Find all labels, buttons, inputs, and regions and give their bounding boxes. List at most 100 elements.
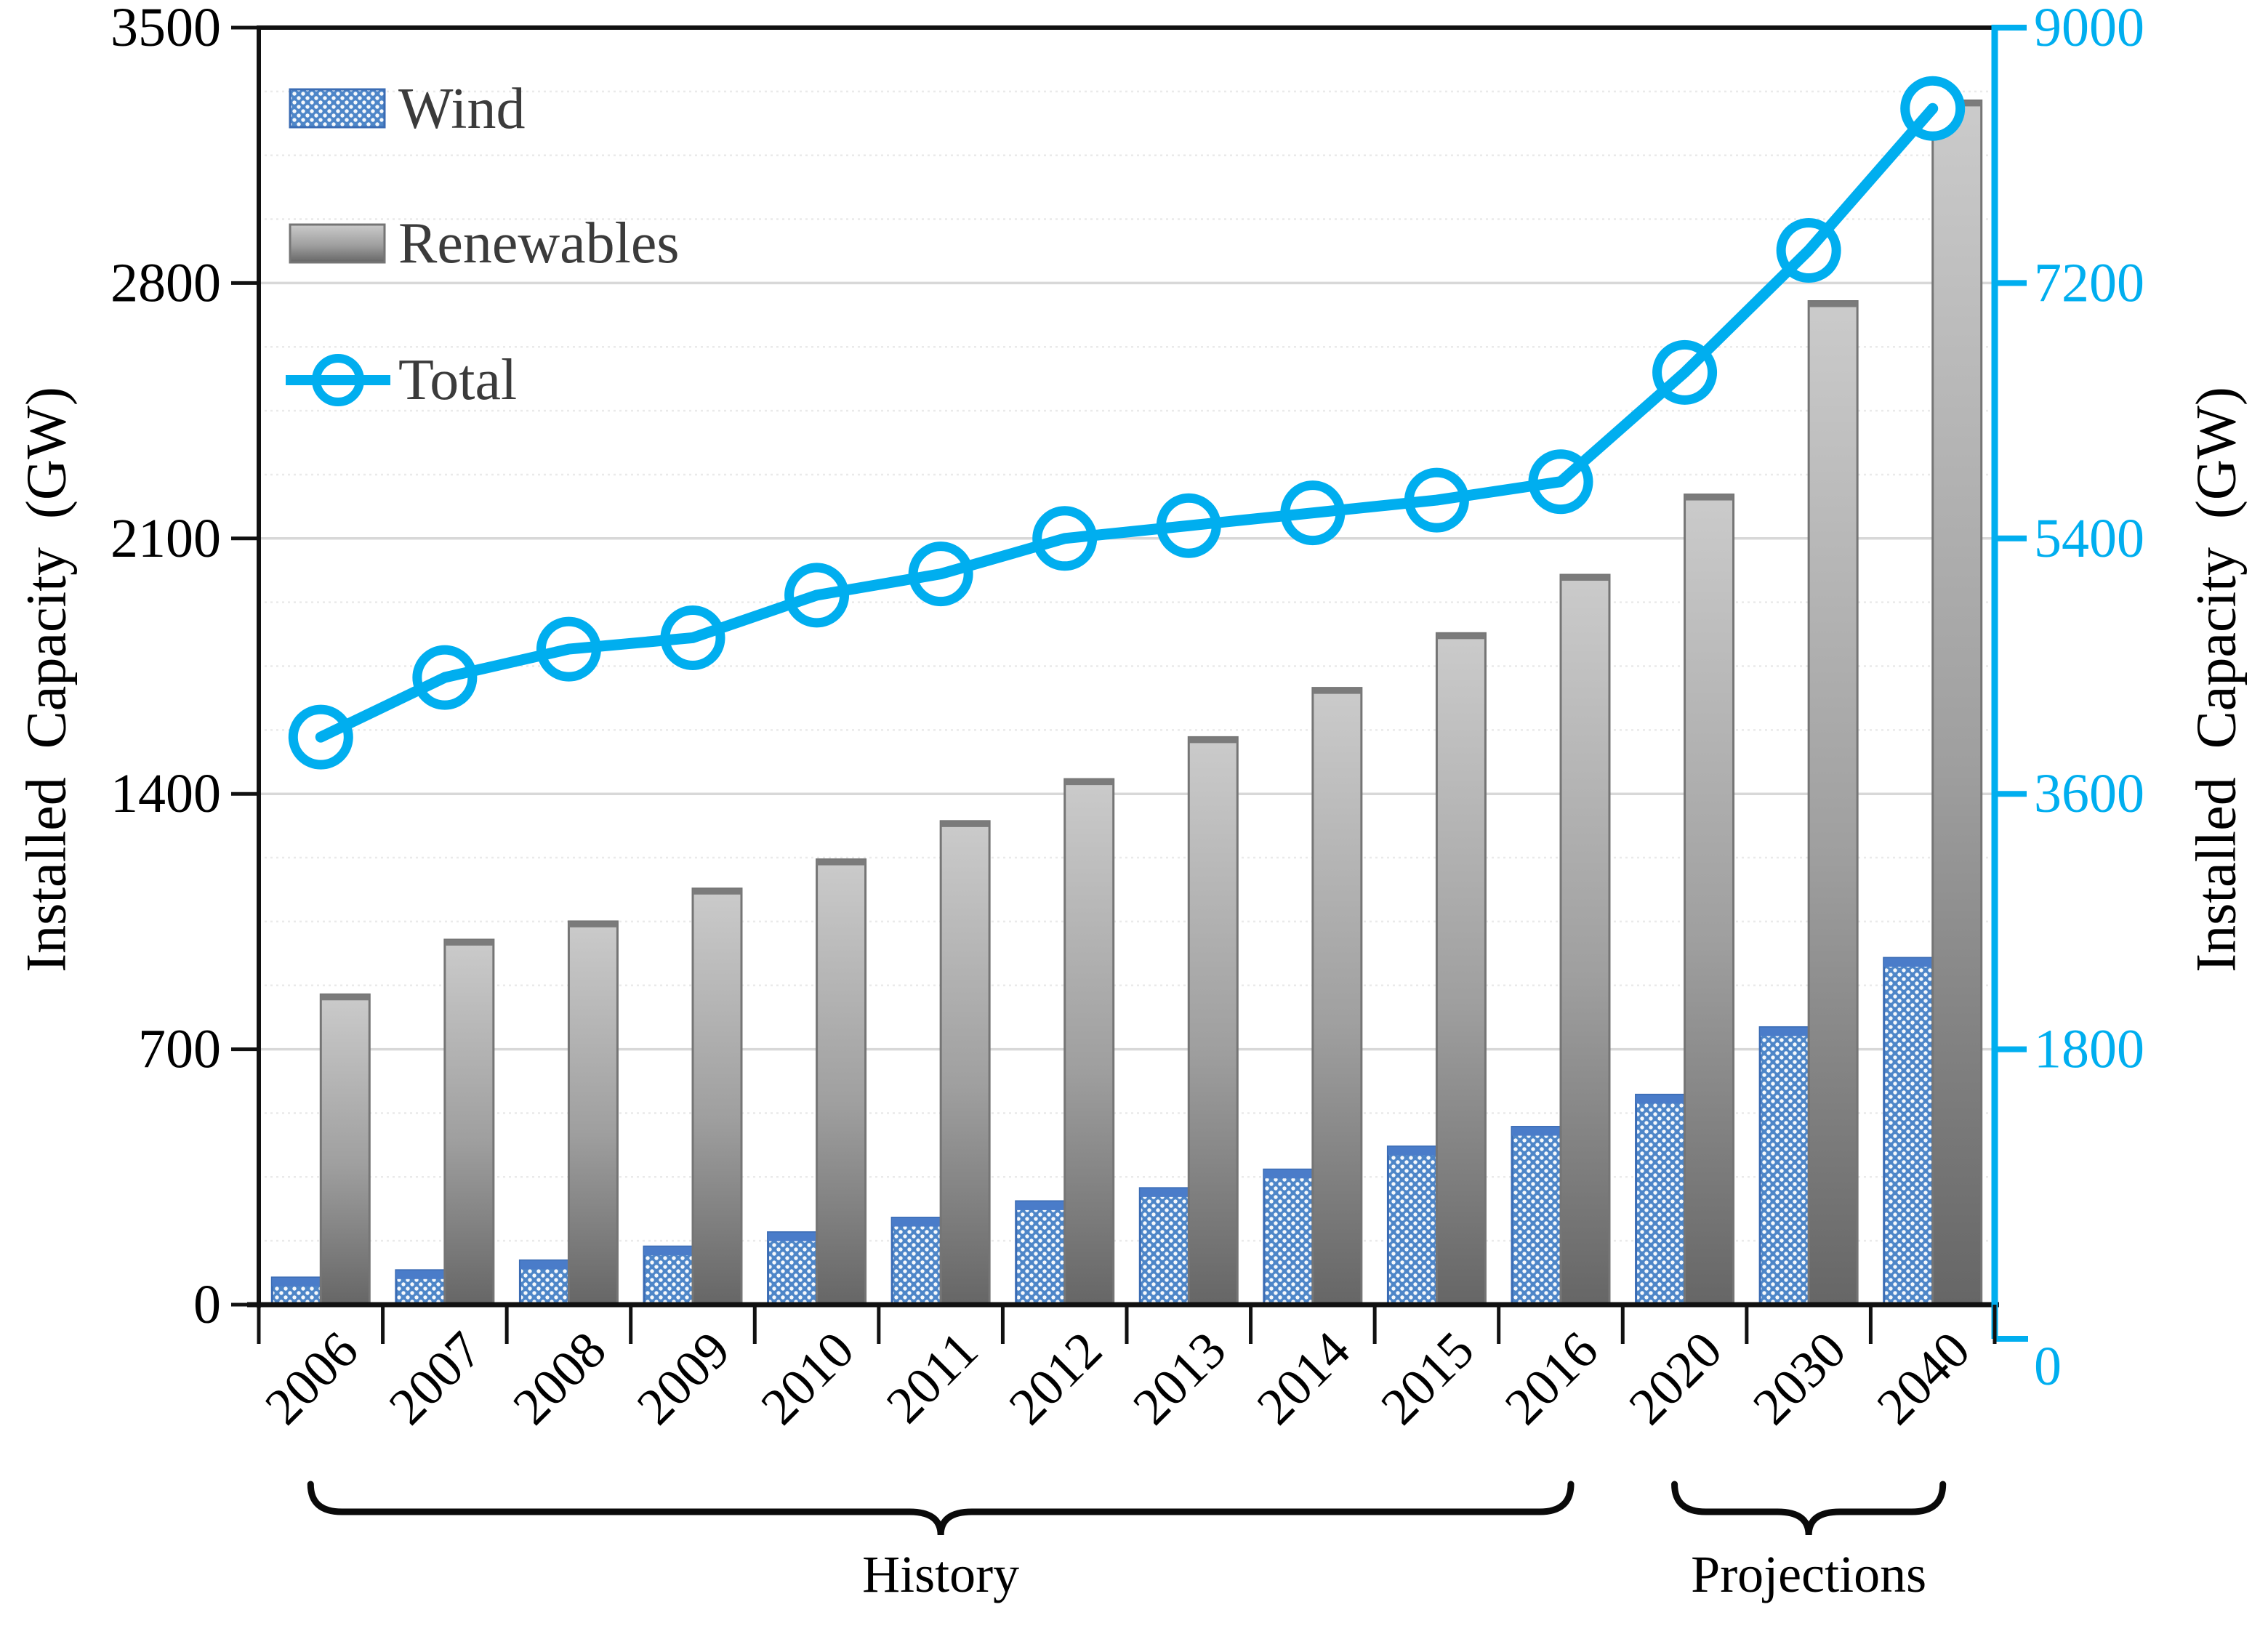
x-label-2006: 2006 [254,1321,369,1435]
bar-wind-cap-2040 [1883,958,1933,967]
x-label-2011: 2011 [875,1321,989,1435]
left-axis-title: Installed Capacity (GW) [15,387,78,972]
bar-wind-2040 [1883,957,1934,1306]
bar-renewables-2011 [939,820,991,1306]
bar-wind-2030 [1758,1026,1810,1306]
bar-wind-cap-2012 [1016,1201,1065,1210]
bar-renewables-2010 [816,858,867,1306]
bar-wind-2012 [1015,1200,1066,1306]
x-label-2013: 2013 [1122,1321,1236,1435]
bar-renewables-2013 [1187,736,1239,1306]
x-label-2007: 2007 [378,1321,493,1435]
legend-label-renewables: Renewables [398,212,680,275]
x-label-2009: 2009 [626,1321,741,1435]
total-marker-2008 [536,616,601,682]
total-marker-2012 [1032,506,1098,571]
total-marker-2020 [1652,339,1718,405]
bar-renewables-2020 [1684,494,1735,1306]
bar-renewables-cap-2010 [816,859,866,866]
total-marker-2030 [1776,217,1841,283]
bar-renewables-cap-2006 [321,994,370,1001]
bar-wind-2013 [1138,1187,1190,1306]
bar-renewables-cap-2030 [1809,301,1858,307]
left-tick-label: 2800 [110,252,221,313]
bar-wind-2011 [890,1217,942,1306]
bar-renewables-2012 [1063,778,1115,1306]
total-marker-2013 [1156,493,1221,558]
x-label-2030: 2030 [1742,1321,1857,1435]
bar-renewables-2007 [443,938,495,1306]
legend-marker-total [312,354,364,406]
annotation-label-projections: Projections [1691,1545,1926,1603]
bar-wind-cap-2011 [892,1217,941,1227]
left-tick-label: 0 [193,1274,221,1335]
right-tick-label: 3600 [2034,763,2144,824]
x-label-2016: 2016 [1494,1321,1609,1435]
total-marker-2014 [1280,480,1346,546]
x-label-2008: 2008 [502,1321,616,1435]
left-tick-label: 3500 [110,0,221,58]
x-label-2015: 2015 [1370,1321,1484,1435]
brace-history [307,1481,1575,1536]
left-tick-label: 700 [138,1019,221,1080]
bar-renewables-cap-2016 [1561,575,1609,581]
right-tick-label: 1800 [2034,1019,2144,1080]
bar-renewables-2015 [1435,632,1487,1306]
bar-renewables-cap-2008 [568,921,618,927]
total-marker-2010 [784,563,850,628]
bar-wind-2015 [1386,1145,1438,1306]
bar-renewables-cap-2014 [1312,688,1362,694]
total-marker-2016 [1528,449,1593,515]
brace-projections [1671,1481,1947,1536]
bar-wind-2016 [1511,1126,1562,1306]
total-marker-2040 [1900,76,1966,141]
bar-renewables-2009 [691,887,743,1306]
bar-wind-cap-2010 [768,1232,817,1241]
right-tick-label: 5400 [2034,508,2144,569]
bar-renewables-cap-2020 [1684,494,1734,501]
bar-wind-2014 [1263,1168,1314,1306]
total-marker-2006 [288,704,353,770]
legend-label-total: Total [398,348,517,412]
total-marker-2009 [660,605,725,670]
legend-swatch-renewables [289,223,386,264]
bar-renewables-cap-2009 [693,888,741,895]
bar-renewables-cap-2013 [1189,737,1238,744]
bar-renewables-2016 [1559,573,1611,1306]
bar-renewables-2030 [1807,300,1859,1306]
bar-wind-cap-2015 [1388,1146,1437,1156]
total-marker-2007 [412,645,478,710]
bar-renewables-2006 [319,993,371,1306]
x-label-2014: 2014 [1246,1321,1361,1435]
bar-wind-cap-2016 [1512,1127,1561,1136]
bar-wind-cap-2006 [272,1277,321,1286]
right-tick-label: 7200 [2034,252,2144,313]
x-label-2040: 2040 [1866,1321,1981,1435]
bar-wind-cap-2020 [1636,1095,1685,1104]
bar-wind-cap-2007 [395,1270,445,1279]
bar-renewables-2040 [1931,99,1983,1306]
total-marker-2015 [1404,467,1469,533]
x-label-2012: 2012 [998,1321,1113,1435]
bar-wind-2020 [1635,1093,1686,1306]
x-label-2020: 2020 [1617,1321,1732,1435]
bar-wind-cap-2008 [520,1260,569,1270]
annotation-label-history: History [862,1545,1019,1603]
legend-label-wind: Wind [398,77,526,141]
right-tick-label: 9000 [2034,0,2144,58]
bar-renewables-2014 [1311,687,1363,1306]
legend-swatch-wind [289,88,386,129]
left-tick-label: 2100 [110,508,221,569]
x-label-2010: 2010 [749,1321,864,1435]
bar-renewables-cap-2011 [941,821,990,827]
bar-wind-cap-2013 [1140,1188,1189,1197]
bar-wind-cap-2009 [644,1247,693,1256]
bar-wind-cap-2030 [1760,1027,1809,1036]
bar-renewables-cap-2012 [1064,779,1114,786]
bar-wind-2010 [767,1231,819,1306]
bar-renewables-cap-2015 [1436,633,1486,640]
right-tick-label: 0 [2034,1336,2062,1397]
bar-wind-cap-2014 [1263,1169,1313,1179]
